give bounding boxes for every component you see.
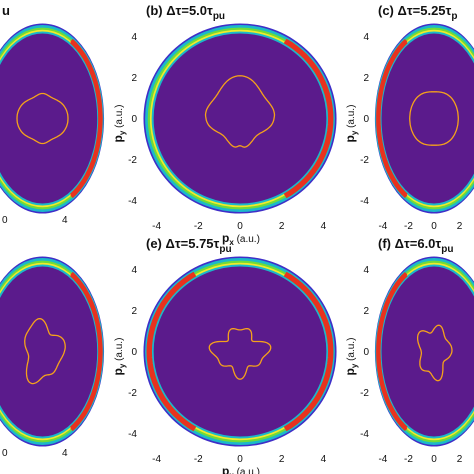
momentum-distribution [374,255,474,448]
x-tick-label: 4 [321,454,327,465]
x-tick-label: 2 [279,454,285,465]
panel-b: -4 -2 0 2 4 py (a.u.) -4 -2 0 2 4 px (a.u.) (b) Δτ=5… [111,3,338,247]
x-tick-label-partial: 4 [62,215,68,226]
ring-hot-arc-0-1 [69,274,101,429]
contour [208,327,272,380]
momentum-distribution [374,22,474,215]
panel-title: (c) Δτ=5.25τp [378,3,457,22]
ring-hot-arc-0-1 [378,274,408,429]
y-axis-label: py (a.u.) [111,105,127,143]
x-tick-label: 2 [457,221,463,232]
panel-c: -4 -2 0 2 4 py (a.u.) -4 -2 0 2 (c) Δτ=5.25τp [343,3,474,232]
ring-hot-arc-0-0 [376,38,408,199]
y-tick-label: 4 [363,265,369,276]
x-tick-label: 0 [431,221,437,232]
contour [16,92,69,145]
momentum-distribution [0,255,105,448]
x-tick-label: 2 [279,221,285,232]
x-axis-label: px (a.u.) [222,231,260,247]
y-tick-label: 2 [131,73,137,84]
x-tick-label: 2 [457,454,463,465]
x-tick-label-partial: 4 [62,448,68,459]
panel-f: -4 -2 0 2 4 py (a.u.) -4 -2 0 2 (f) Δτ=6.0τpu [343,236,474,465]
ring-band-3 [151,264,329,439]
y-tick-label: -4 [360,196,369,207]
y-tick-label: 0 [363,114,369,125]
contour [24,318,66,385]
ring-hot-arc-1-0 [146,271,196,432]
disc [0,32,98,205]
panel-title: (b) Δτ=5.0τpu [146,3,225,22]
y-tick-label: 0 [131,114,137,125]
x-tick-label-partial: 0 [2,448,8,459]
y-tick-label: 2 [363,306,369,317]
panel-title: u [2,3,10,18]
y-tick-label: -2 [128,388,137,399]
y-tick-label: 2 [363,73,369,84]
ring-hot-arc-0-0 [376,271,408,432]
contour [416,324,453,382]
disc [380,32,474,205]
x-tick-label-partial: 0 [2,215,8,226]
ring-hot-arc-0-0 [70,38,103,199]
y-tick-label: -2 [360,388,369,399]
y-tick-label: -2 [128,155,137,166]
ring-hot-arc-0-1 [283,274,331,429]
y-axis-label: py (a.u.) [343,338,359,376]
y-tick-label: 4 [131,265,137,276]
y-tick-label: 2 [131,306,137,317]
x-tick-label: -4 [152,221,161,232]
x-tick-label: 4 [321,221,327,232]
y-tick-label: -4 [128,429,137,440]
panel-title: (f) Δτ=6.0τpu [378,236,453,255]
y-axis-label: py (a.u.) [111,338,127,376]
y-tick-label: -2 [360,155,369,166]
x-tick-label: -2 [194,454,203,465]
panel-title: (e) Δτ=5.75τpu [146,236,232,255]
disc [153,32,327,205]
disc [0,265,98,438]
disc [153,265,327,438]
y-tick-label: 4 [363,32,369,43]
x-tick-label: 0 [237,221,243,232]
x-tick-label: -4 [378,221,387,232]
disc [380,265,474,438]
momentum-distribution [142,22,338,215]
x-tick-label: -2 [404,454,413,465]
y-tick-label: 4 [131,32,137,43]
x-tick-label: -2 [194,221,203,232]
y-tick-label: -4 [360,429,369,440]
x-tick-label: -2 [404,221,413,232]
ring-hot-arc-0-1 [283,41,331,196]
y-tick-label: 0 [363,347,369,358]
panel-e: -4 -2 0 2 4 py (a.u.) -4 -2 0 2 4 px (a.u.) (e) Δτ=5… [111,236,338,474]
y-tick-label: 0 [131,347,137,358]
panel-a: u [0,3,105,215]
ring-hot-arc-1-1 [149,274,197,429]
y-axis-label: py (a.u.) [343,105,359,143]
momentum-distribution [142,255,338,448]
momentum-distribution [0,22,105,215]
panel-d [0,255,105,448]
x-tick-label: -4 [152,454,161,465]
y-tick-label: -4 [128,196,137,207]
contour [204,75,276,148]
ring-hot-arc-0-0 [284,38,334,199]
contour [409,91,459,146]
x-tick-label: 0 [431,454,437,465]
x-tick-label: -4 [378,454,387,465]
x-tick-label: 0 [237,454,243,465]
x-axis-label: px (a.u.) [222,464,260,474]
ring-hot-arc-0-0 [70,271,103,432]
ring-hot-arc-0-1 [378,41,408,196]
ring-hot-arc-0-0 [284,271,334,432]
ring-hot-arc-0-1 [69,41,101,196]
ring-band-3 [151,31,329,206]
